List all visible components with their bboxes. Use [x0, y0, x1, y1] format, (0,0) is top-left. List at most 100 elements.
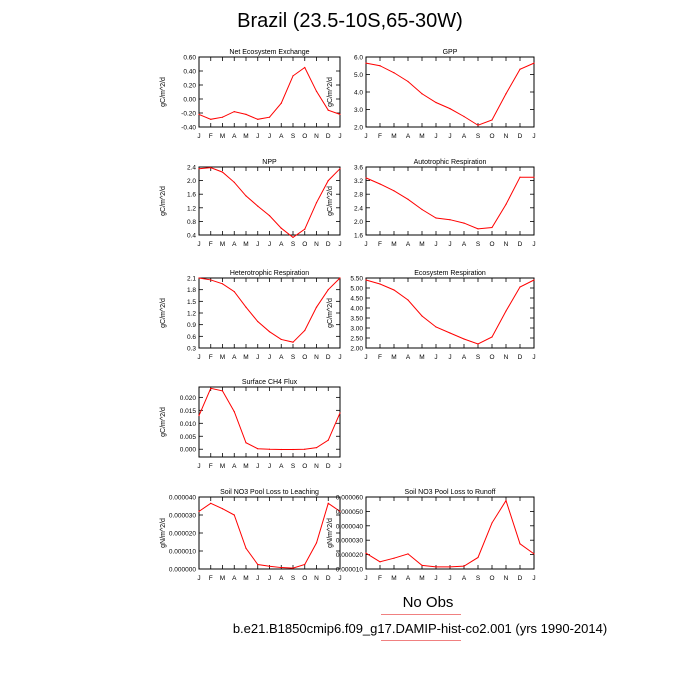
- series-line: [365, 176, 534, 230]
- series-line: [198, 502, 341, 569]
- data-point: [449, 332, 451, 334]
- data-point: [365, 62, 367, 64]
- data-point: [327, 502, 329, 504]
- y-tick-label: 0.000040: [336, 523, 363, 530]
- data-point: [292, 567, 294, 569]
- x-tick-label: J: [448, 575, 451, 582]
- x-tick-label: J: [338, 463, 341, 470]
- x-tick-label: J: [434, 133, 437, 140]
- data-point: [315, 90, 318, 92]
- y-tick-label: 2.0: [354, 125, 363, 132]
- chart-title: Soil NO3 Pool Loss to Leaching: [220, 489, 319, 496]
- x-tick-label: M: [220, 354, 225, 361]
- data-point: [233, 291, 235, 293]
- legend-obs-label: No Obs: [402, 594, 454, 611]
- x-tick-label: M: [391, 354, 396, 361]
- x-tick-label: J: [256, 354, 259, 361]
- y-tick-label: 0.000020: [169, 531, 196, 538]
- plot-frame: [365, 166, 535, 236]
- y-tick-label: 0.8: [187, 219, 196, 226]
- y-axis-label: gC/m^2/d: [327, 77, 334, 107]
- data-point: [379, 283, 381, 285]
- chart-title: Autotrophic Respiration: [414, 159, 487, 166]
- data-point: [268, 331, 271, 333]
- data-point: [339, 113, 341, 115]
- data-point: [533, 62, 535, 64]
- y-tick-label: 5.00: [350, 286, 363, 293]
- data-point: [519, 543, 521, 545]
- x-tick-label: J: [268, 575, 271, 582]
- data-point: [210, 387, 212, 389]
- data-point: [463, 338, 465, 340]
- x-tick-label: M: [391, 241, 396, 248]
- y-tick-label: 0.000040: [169, 495, 196, 502]
- data-point: [449, 219, 451, 221]
- x-tick-label: J: [197, 133, 200, 140]
- data-point: [449, 566, 451, 568]
- x-tick-label: S: [476, 354, 481, 361]
- x-tick-label: A: [406, 575, 411, 582]
- data-point: [533, 279, 535, 281]
- y-tick-label: 6.0: [354, 55, 363, 62]
- data-point: [304, 329, 306, 332]
- x-tick-label: N: [314, 354, 319, 361]
- data-point: [379, 65, 381, 67]
- x-tick-label: N: [314, 575, 319, 582]
- x-tick-label: F: [209, 354, 213, 361]
- plot-frame: [198, 166, 341, 236]
- data-point: [519, 286, 521, 288]
- series-line: [365, 279, 535, 345]
- data-point: [393, 557, 395, 559]
- plot-frame: [365, 56, 535, 128]
- y-tick-label: 0.000: [180, 447, 197, 454]
- x-tick-label: S: [291, 133, 296, 140]
- y-axis-label: gC/m^2/d: [160, 77, 167, 107]
- x-tick-label: J: [256, 241, 259, 248]
- x-tick-label: J: [532, 354, 535, 361]
- data-point: [198, 510, 200, 512]
- x-tick-label: J: [532, 241, 535, 248]
- x-tick-label: J: [256, 575, 259, 582]
- data-point: [221, 283, 224, 285]
- x-tick-label: D: [518, 354, 523, 361]
- x-tick-label: A: [279, 241, 284, 248]
- data-point: [533, 553, 535, 555]
- x-tick-label: J: [268, 354, 271, 361]
- data-point: [327, 289, 329, 291]
- data-point: [505, 93, 507, 95]
- page-title: Brazil (23.5-10S,65-30W): [237, 10, 463, 32]
- data-point: [435, 566, 437, 568]
- x-tick-label: M: [243, 133, 248, 140]
- data-point: [198, 414, 200, 417]
- y-tick-label: 0.020: [180, 395, 197, 402]
- x-tick-label: A: [406, 354, 411, 361]
- x-tick-label: J: [434, 575, 437, 582]
- y-axis-label: gC/m^2/d: [160, 407, 167, 437]
- x-tick-label: M: [391, 133, 396, 140]
- plot-frame: [198, 277, 341, 349]
- data-point: [268, 116, 271, 118]
- y-tick-label: 1.2: [187, 205, 196, 212]
- data-point: [221, 116, 224, 118]
- data-point: [449, 108, 451, 110]
- x-tick-label: D: [326, 133, 331, 140]
- data-point: [233, 514, 235, 516]
- x-tick-label: S: [291, 575, 296, 582]
- y-tick-label: 0.010: [180, 421, 197, 428]
- y-axis-label: gC/m^2/d: [160, 298, 167, 328]
- chart-title: Heterotrophic Respiration: [230, 270, 309, 277]
- x-tick-label: O: [302, 463, 307, 470]
- y-tick-label: 1.6: [354, 233, 363, 240]
- chart-title: Ecosystem Respiration: [414, 270, 486, 277]
- data-point: [327, 439, 329, 441]
- x-tick-label: A: [462, 575, 467, 582]
- data-point: [233, 181, 235, 183]
- x-tick-label: O: [489, 575, 494, 582]
- x-tick-label: J: [197, 463, 200, 470]
- x-tick-label: S: [476, 133, 481, 140]
- x-tick-label: M: [419, 133, 424, 140]
- x-tick-label: J: [448, 354, 451, 361]
- y-tick-label: 0.9: [187, 322, 196, 329]
- x-tick-label: A: [232, 241, 237, 248]
